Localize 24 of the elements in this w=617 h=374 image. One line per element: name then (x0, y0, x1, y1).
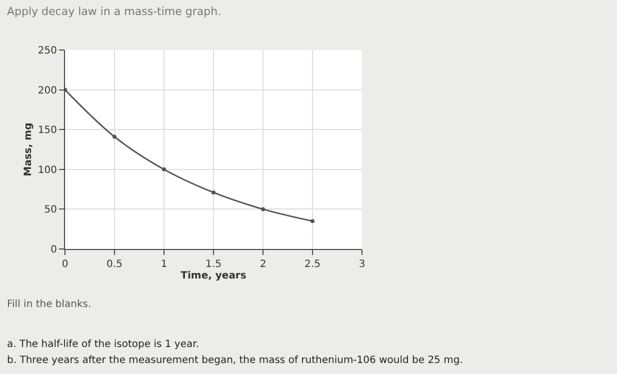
x-tick-label: 1 (160, 259, 168, 270)
x-tick-label: 2.5 (304, 259, 320, 270)
text: b. Three years after the measurement began, the mass of ruthenium-106 would be 25 mg. (7, 355, 463, 366)
x-tick-label: 2 (260, 259, 266, 270)
point (212, 190, 216, 194)
y-tick-label: 150 (38, 125, 57, 136)
y-tick-label: 0 (50, 244, 57, 256)
x-tick-label: 3 (358, 259, 366, 270)
y-tick-label: 100 (38, 164, 57, 176)
point (261, 207, 265, 212)
y-tick-label: 200 (38, 85, 57, 96)
x-tick-label: 0 (62, 259, 68, 270)
point (162, 167, 166, 172)
x-tick-label: 1.5 (206, 259, 222, 270)
text: a. The half-life of the isotope is 1 year. (7, 339, 200, 350)
x-axis-title: Time, years (180, 270, 246, 282)
point (310, 219, 314, 224)
chart-title: Apply decay law in a mass-time graph. (7, 5, 222, 18)
y-tick-label: 250 (38, 46, 57, 56)
x-tick-label: 0.5 (106, 259, 122, 270)
y-axis-title: Mass, mg (22, 122, 34, 176)
point (112, 134, 116, 139)
y-tick-label: 50 (44, 204, 57, 216)
text: Fill in the blanks. (7, 299, 92, 310)
